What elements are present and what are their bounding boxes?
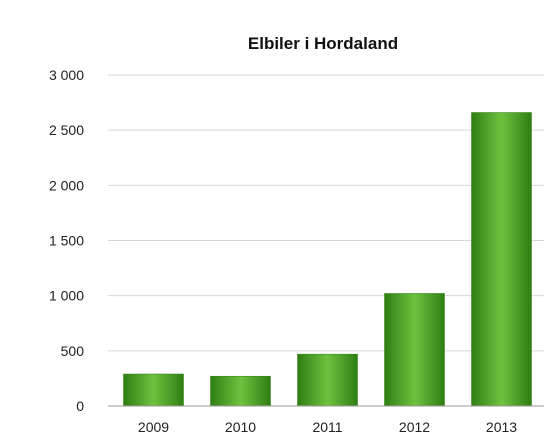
x-tick-label: 2013	[486, 419, 517, 435]
x-tick-label: 2009	[138, 419, 169, 435]
x-tick-label: 2010	[225, 419, 256, 435]
bar-2013	[471, 112, 532, 407]
bar-2011	[297, 353, 358, 407]
bar-2009	[123, 373, 184, 407]
bar-2010	[210, 375, 271, 407]
x-axis-ticks: 2009 2010 2011 2012 2013	[138, 419, 517, 435]
x-tick-label: 2011	[312, 419, 342, 435]
y-tick-label: 500	[61, 343, 85, 359]
x-tick-label: 2012	[399, 419, 430, 435]
y-tick-label: 2 000	[49, 177, 84, 193]
chart-title: Elbiler i Hordaland	[248, 34, 398, 53]
y-tick-label: 0	[76, 398, 84, 414]
y-axis-ticks: 0 500 1 000 1 500 2 000 2 500 3 000	[49, 67, 84, 414]
y-tick-label: 1 500	[49, 233, 84, 249]
bar-2012	[384, 293, 445, 407]
y-tick-label: 3 000	[49, 67, 84, 83]
bars	[123, 112, 532, 407]
y-tick-label: 1 000	[49, 288, 84, 304]
y-tick-label: 2 500	[49, 122, 84, 138]
